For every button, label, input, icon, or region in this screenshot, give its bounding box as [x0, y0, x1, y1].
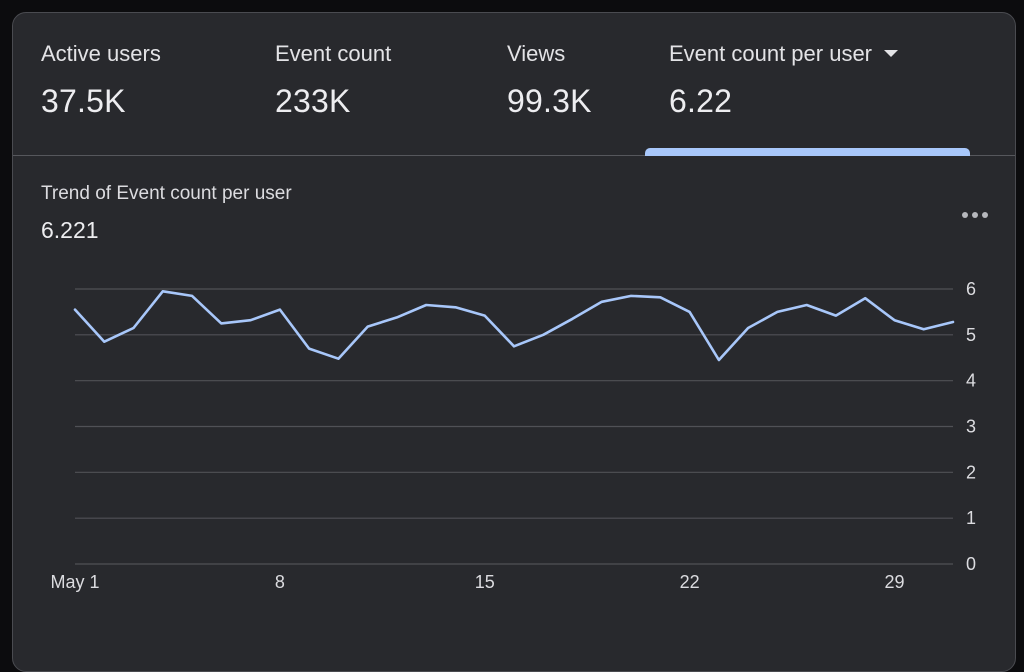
tab-value: 99.3K [507, 83, 592, 119]
tab-label: Event count per user [669, 41, 899, 67]
series-line [73, 289, 955, 362]
chart-summary-value: 6.221 [41, 217, 99, 243]
tab-event-count-per-user[interactable]: Event count per user 6.22 [669, 13, 969, 155]
x-tick-label: May 1 [50, 572, 99, 592]
x-tick-label: 29 [884, 572, 904, 592]
tab-event-count[interactable]: Event count 233K [275, 13, 475, 155]
tab-views[interactable]: Views 99.3K [507, 13, 627, 155]
series-group [73, 289, 955, 362]
y-tick-label: 1 [966, 508, 976, 528]
tab-label: Views [507, 41, 566, 66]
y-tick-label: 2 [966, 462, 976, 482]
x-tick-label: 8 [275, 572, 285, 592]
caret-down-icon[interactable] [884, 49, 899, 57]
y-tick-label: 0 [966, 554, 976, 574]
tab-value: 37.5K [41, 83, 126, 119]
chart-title: Trend of Event count per user [41, 183, 292, 204]
y-axis-ticks: 0 1 2 3 4 5 6 [966, 279, 976, 574]
tab-value: 6.22 [669, 83, 733, 119]
x-axis-ticks: May 1 8 15 22 29 [50, 572, 904, 592]
grid-lines [75, 288, 953, 565]
x-tick-label: 22 [680, 572, 700, 592]
dot [972, 212, 978, 218]
dot [982, 212, 988, 218]
dot [962, 212, 968, 218]
tab-active-users[interactable]: Active users 37.5K [41, 13, 241, 155]
tab-label: Event count [275, 41, 392, 66]
y-tick-label: 6 [966, 279, 976, 299]
metrics-card: Active users 37.5K Event count 233K View… [12, 12, 1016, 672]
y-tick-label: 3 [966, 417, 976, 437]
x-tick-label: 15 [475, 572, 495, 592]
more-horizontal-icon[interactable] [957, 203, 993, 227]
trend-line-chart: 0 1 2 3 4 5 6 May 1 8 15 22 29 [50, 279, 976, 592]
tab-value: 233K [275, 83, 351, 119]
tab-label: Active users [41, 41, 161, 66]
tab-label-text: Event count per user [669, 41, 873, 66]
selected-tab-indicator [645, 148, 970, 156]
metric-tabs: Active users 37.5K Event count 233K View… [13, 13, 1015, 156]
y-tick-label: 5 [966, 325, 976, 345]
y-tick-label: 4 [966, 371, 976, 391]
